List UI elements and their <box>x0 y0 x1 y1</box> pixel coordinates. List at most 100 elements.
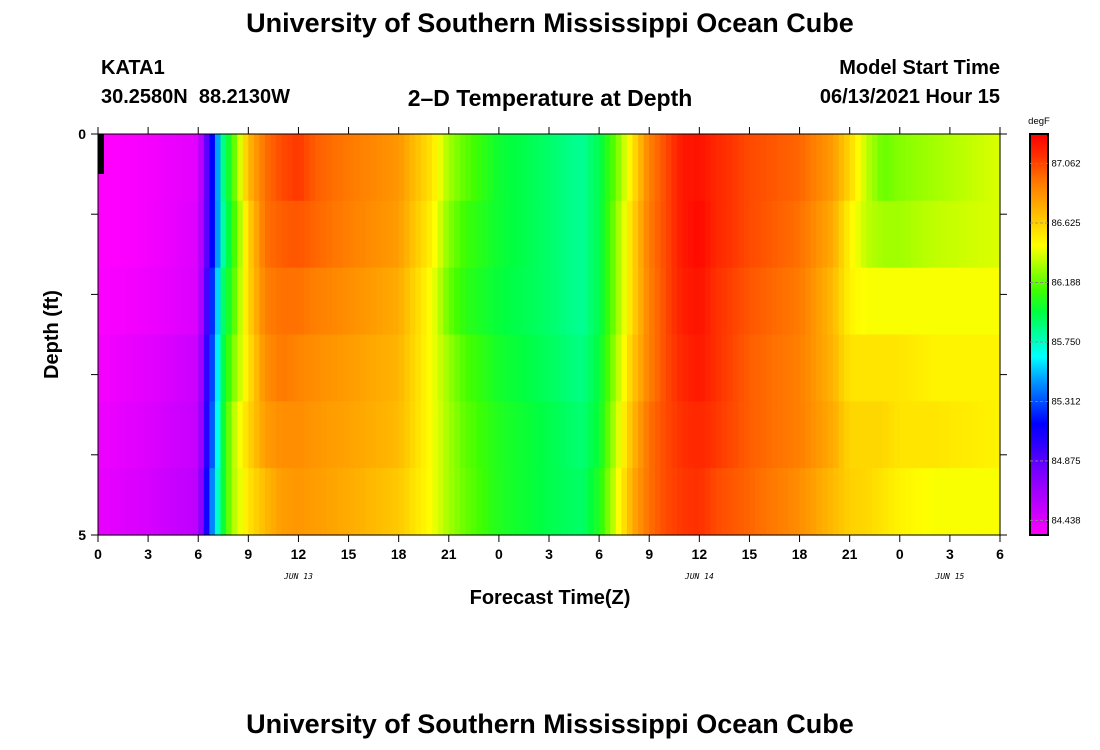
heatmap-cell <box>304 401 311 469</box>
heatmap-cell <box>454 200 461 269</box>
plot-title: 2–D Temperature at Depth <box>407 85 693 111</box>
heatmap-cell <box>855 401 862 469</box>
heatmap-cell <box>298 200 305 269</box>
heatmap-cell <box>922 200 929 269</box>
heatmap-cell <box>966 401 973 469</box>
heatmap-cell <box>170 267 177 336</box>
heatmap-cell <box>599 468 606 536</box>
heatmap-cell <box>409 200 416 269</box>
heatmap-cell <box>209 267 216 336</box>
heatmap-cell <box>571 267 578 336</box>
heatmap-cell <box>649 200 656 269</box>
heatmap-cell <box>359 401 366 469</box>
heatmap-cell <box>125 267 133 336</box>
heatmap-cell <box>793 134 801 202</box>
heatmap-cell <box>799 334 806 402</box>
heatmap-cell <box>699 200 706 269</box>
heatmap-cell <box>515 468 522 536</box>
heatmap-cell <box>437 200 444 269</box>
heatmap-cell <box>309 468 316 536</box>
heatmap-cell <box>632 200 639 269</box>
heatmap-cell <box>549 334 556 402</box>
heatmap-cell <box>482 334 489 402</box>
heatmap-cell <box>693 334 700 402</box>
station-id: KATA1 <box>101 57 165 79</box>
heatmap-cell <box>621 468 628 536</box>
colorbar-tick-label: 84.875 <box>1051 456 1080 467</box>
heatmap-cell <box>270 200 277 269</box>
heatmap-cell <box>136 200 144 269</box>
heatmap-cell <box>944 401 951 469</box>
heatmap-cell <box>543 134 550 202</box>
heatmap-cell <box>159 334 166 402</box>
heatmap-cell <box>420 134 428 202</box>
heatmap-cell <box>966 468 973 536</box>
heatmap-cell <box>387 468 394 536</box>
heatmap-cell <box>426 468 433 536</box>
heatmap-cell <box>599 401 606 469</box>
heatmap-cell <box>866 401 873 469</box>
heatmap-cell <box>560 401 567 469</box>
heatmap-cell <box>543 468 550 536</box>
heatmap-cell <box>922 334 929 402</box>
heatmap-cell <box>961 334 968 402</box>
heatmap-cell <box>342 468 350 536</box>
heatmap-cell <box>253 134 261 202</box>
heatmap-cell <box>927 468 934 536</box>
heatmap-cell <box>136 267 144 336</box>
heatmap-cell <box>732 468 739 536</box>
heatmap-cell <box>721 401 728 469</box>
heatmap-cell <box>231 468 238 536</box>
heatmap-cell <box>270 134 277 202</box>
x-tick-label: 12 <box>291 546 307 562</box>
heatmap-cell <box>432 334 439 402</box>
heatmap-cell <box>727 267 734 336</box>
heatmap-cell <box>237 267 244 336</box>
heatmap-cell <box>671 401 678 469</box>
heatmap-cell <box>599 334 606 402</box>
heatmap-cell <box>515 134 522 202</box>
heatmap-cell <box>649 267 656 336</box>
heatmap-cell <box>549 267 556 336</box>
heatmap-cell <box>799 468 806 536</box>
heatmap-cell <box>537 334 545 402</box>
heatmap-cell <box>354 401 361 469</box>
heatmap-cell <box>136 334 144 402</box>
heatmap-cell <box>476 468 483 536</box>
heatmap-cell <box>387 134 394 202</box>
heatmap-cell <box>838 134 845 202</box>
heatmap-cell <box>832 134 840 202</box>
heatmap-cell <box>348 134 355 202</box>
heatmap-cell <box>437 134 444 202</box>
heatmap-cell <box>164 468 171 536</box>
heatmap-cell <box>604 200 611 269</box>
heatmap-cell <box>487 334 494 402</box>
heatmap-cell <box>699 267 706 336</box>
heatmap-cell <box>654 200 661 269</box>
model-start-marker <box>98 134 104 174</box>
heatmap-cell <box>292 134 300 202</box>
heatmap-cell <box>983 267 990 336</box>
heatmap-cell <box>665 200 673 269</box>
heatmap-cell <box>493 267 500 336</box>
x-tick-label: 0 <box>495 546 503 562</box>
heatmap-cell <box>521 200 528 269</box>
heatmap-cell <box>432 200 439 269</box>
heatmap-cell <box>136 468 144 536</box>
x-tick-label: 3 <box>545 546 553 562</box>
heatmap-cell <box>226 401 233 469</box>
heatmap-cell <box>270 267 277 336</box>
heatmap-cell <box>504 468 511 536</box>
heatmap-cell <box>98 401 105 469</box>
heatmap-cell <box>721 468 728 536</box>
heatmap-cell <box>593 200 600 269</box>
heatmap-cell <box>994 267 1001 336</box>
heatmap-cell <box>632 401 639 469</box>
heatmap-cell <box>131 334 138 402</box>
heatmap-cell <box>638 401 645 469</box>
heatmap-cell <box>164 401 171 469</box>
heatmap-cell <box>587 401 595 469</box>
heatmap-cell <box>532 334 539 402</box>
heatmap-cell <box>482 401 489 469</box>
heatmap-cell <box>359 468 366 536</box>
